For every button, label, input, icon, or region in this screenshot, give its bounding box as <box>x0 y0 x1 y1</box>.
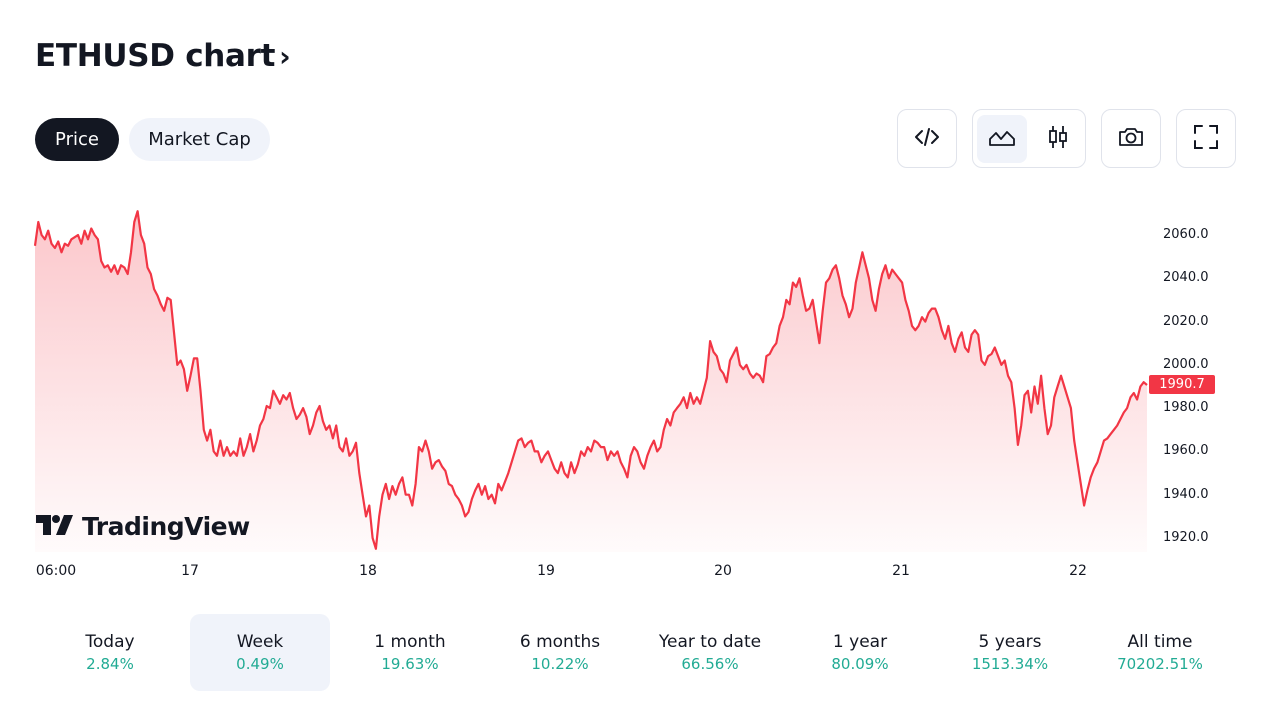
tradingview-watermark[interactable]: TradingView <box>36 512 250 541</box>
period-5-years[interactable]: 5 years 1513.34% <box>940 614 1080 691</box>
tradingview-wordmark: TradingView <box>82 512 250 541</box>
tab-market-cap[interactable]: Market Cap <box>129 118 270 161</box>
snapshot-button[interactable] <box>1106 115 1156 163</box>
x-tick-label: 18 <box>359 563 377 579</box>
chart-style-group <box>972 109 1086 168</box>
y-tick-label: 2000.0 <box>1163 356 1209 372</box>
snapshot-button-group <box>1101 109 1161 168</box>
y-tick-label: 2020.0 <box>1163 313 1209 329</box>
period-change: 66.56% <box>681 654 739 673</box>
period-label: 5 years <box>978 631 1042 652</box>
tradingview-logo <box>36 514 76 540</box>
period-label: 1 year <box>832 631 888 652</box>
x-tick-label: 22 <box>1069 563 1087 579</box>
period-label: Week <box>236 631 284 652</box>
period-change: 2.84% <box>86 654 134 673</box>
x-tick-label: 17 <box>181 563 199 579</box>
fullscreen-icon <box>1193 124 1219 154</box>
period-change: 70202.51% <box>1117 654 1203 673</box>
period-label: Today <box>85 631 135 652</box>
y-tick-label: 2060.0 <box>1163 227 1209 242</box>
period-label: Year to date <box>658 631 762 652</box>
area-chart-icon <box>988 127 1016 151</box>
period-change: 80.09% <box>831 654 889 673</box>
period-all-time[interactable]: All time 70202.51% <box>1090 614 1230 691</box>
period-label: 1 month <box>374 631 446 652</box>
area-style-button[interactable] <box>977 115 1027 163</box>
period-change: 0.49% <box>236 654 284 673</box>
last-price-label: 1990.7 <box>1149 375 1215 395</box>
code-icon <box>914 127 940 151</box>
period-today[interactable]: Today 2.84% <box>40 614 180 691</box>
y-tick-label: 1980.0 <box>1163 400 1209 416</box>
period-change: 1513.34% <box>971 654 1049 673</box>
y-tick-label: 2040.0 <box>1163 270 1209 286</box>
camera-icon <box>1117 126 1145 152</box>
period-label: All time <box>1127 631 1193 652</box>
price-chart[interactable]: 1990.7 <box>0 180 1280 580</box>
y-tick-label: 1940.0 <box>1163 486 1209 502</box>
y-tick-label: 1920.0 <box>1163 530 1209 545</box>
period-performance-row: Today 2.84% Week 0.49% 1 month 19.63% 6 … <box>35 614 1245 691</box>
y-tick-label: 1960.0 <box>1163 443 1209 459</box>
price-line <box>33 210 1148 550</box>
chevron-right-icon: › <box>279 39 291 73</box>
candlestick-style-button[interactable] <box>1033 115 1083 163</box>
x-tick-label: 19 <box>537 563 555 579</box>
period-week[interactable]: Week 0.49% <box>190 614 330 691</box>
x-tick-label: 06:00 <box>35 563 77 579</box>
x-tick-label: 21 <box>892 563 910 579</box>
price-chart-svg <box>33 210 1148 552</box>
price-area-fill <box>35 211 1147 552</box>
period-1-month[interactable]: 1 month 19.63% <box>340 614 480 691</box>
candlestick-icon <box>1047 124 1069 154</box>
period-change: 10.22% <box>531 654 589 673</box>
period-change: 19.63% <box>381 654 439 673</box>
x-tick-label: 20 <box>714 563 732 579</box>
chart-title-link[interactable]: ETHUSD chart › <box>35 38 291 74</box>
embed-button[interactable] <box>902 115 952 163</box>
period-1-year[interactable]: 1 year 80.09% <box>790 614 930 691</box>
period-6-months[interactable]: 6 months 10.22% <box>490 614 630 691</box>
period-label: 6 months <box>519 631 601 652</box>
tab-price[interactable]: Price <box>35 118 119 161</box>
embed-button-group <box>897 109 957 168</box>
period-year-to-date[interactable]: Year to date 66.56% <box>640 614 780 691</box>
chart-title: ETHUSD chart <box>35 38 276 74</box>
fullscreen-button-group <box>1176 109 1236 168</box>
fullscreen-button[interactable] <box>1181 115 1231 163</box>
